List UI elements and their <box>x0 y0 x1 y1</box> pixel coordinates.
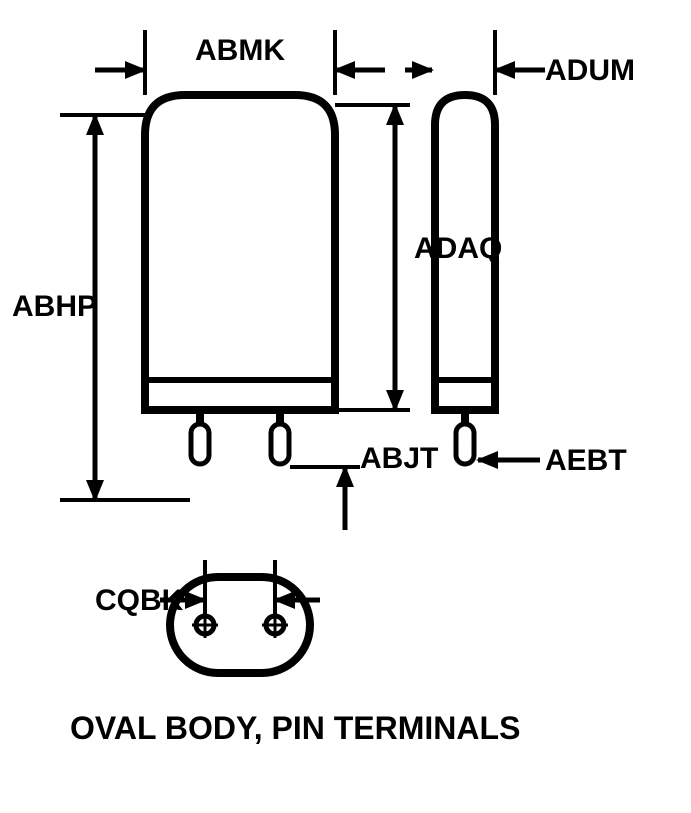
diagram-canvas: ABMK ADUM ADAQ ABHP ABJT AEBT CQBK OVAL … <box>0 0 691 813</box>
label-cqbk: CQBK <box>95 584 183 618</box>
label-abmk: ABMK <box>195 34 285 68</box>
diagram-title: OVAL BODY, PIN TERMINALS <box>70 710 520 747</box>
label-abjt: ABJT <box>360 442 438 476</box>
label-abhp: ABHP <box>12 290 97 324</box>
dim-adum <box>405 30 545 95</box>
dim-abjt <box>290 467 360 530</box>
bottom-view <box>170 577 310 673</box>
label-adum: ADUM <box>545 54 635 88</box>
front-pin-right <box>271 410 289 464</box>
front-body <box>145 95 335 464</box>
dim-adaq <box>335 105 410 410</box>
label-adaq: ADAQ <box>414 232 502 266</box>
side-body <box>435 95 495 464</box>
front-pin-left <box>191 410 209 464</box>
diagram-svg <box>0 0 691 813</box>
side-pin <box>456 410 474 464</box>
label-aebt: AEBT <box>545 444 627 478</box>
